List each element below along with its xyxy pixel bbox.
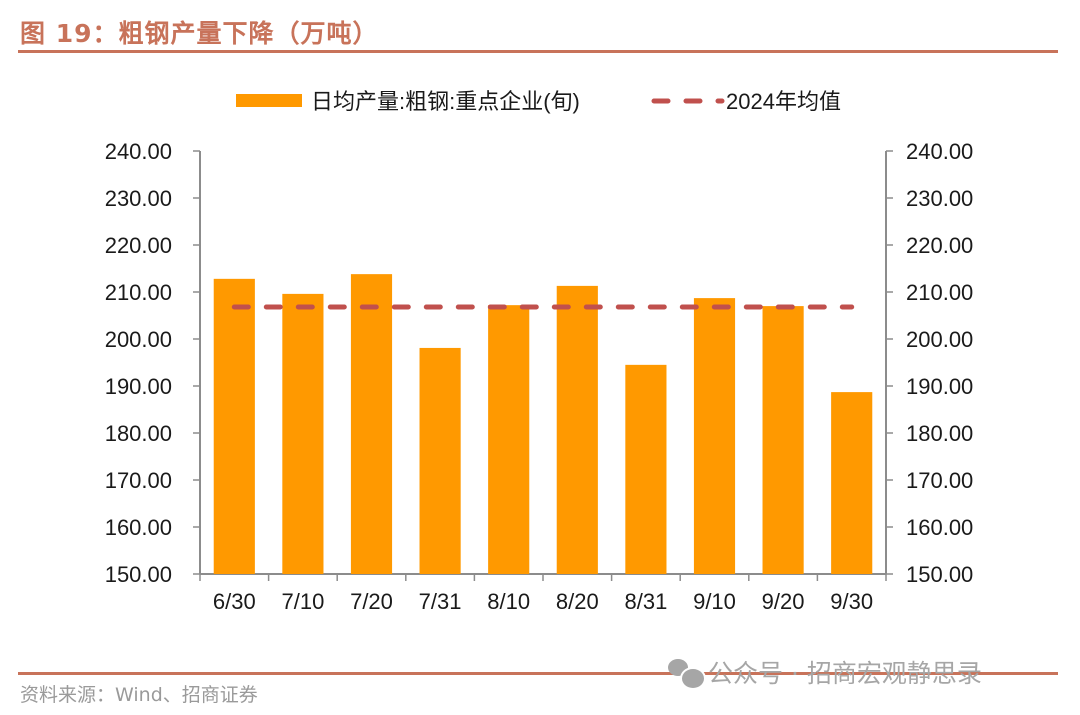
y-tick-label-right: 210.00 <box>906 280 973 305</box>
bar-7-20 <box>350 274 393 574</box>
y-tick-label-right: 190.00 <box>906 374 973 399</box>
y-tick-label-left: 160.00 <box>105 515 172 540</box>
y-tick-label-right: 160.00 <box>906 515 973 540</box>
x-tick-label: 6/30 <box>213 589 256 614</box>
y-tick-label-left: 230.00 <box>105 186 172 211</box>
bar-6-30 <box>213 278 255 574</box>
y-tick-label-right: 230.00 <box>906 186 973 211</box>
bar-8-31 <box>625 364 667 574</box>
x-tick-label: 7/31 <box>419 589 462 614</box>
bar-8-20 <box>556 285 598 574</box>
watermark-text: 公众号 · 招商宏观静思录 <box>708 659 982 688</box>
y-tick-label-right: 180.00 <box>906 421 973 446</box>
wechat-icon <box>668 657 706 690</box>
legend-label-line: 2024年均值 <box>726 89 841 114</box>
bar-9-30 <box>831 392 873 574</box>
x-tick-label: 7/10 <box>281 589 324 614</box>
y-tick-label-left: 180.00 <box>105 421 172 446</box>
y-tick-label-left: 210.00 <box>105 280 172 305</box>
bars <box>213 274 873 574</box>
bar-7-10 <box>282 293 324 574</box>
source-note: 资料来源：Wind、招商证券 <box>20 684 258 706</box>
x-tick-label: 9/20 <box>762 589 805 614</box>
y-tick-label-left: 170.00 <box>105 468 172 493</box>
title-rule <box>18 50 1058 53</box>
bar-9-10 <box>693 298 736 574</box>
axes: 150.00 160.00 170.00 180.00 190.00 200.00 210.… <box>105 139 974 614</box>
watermark: 公众号 · 招商宏观静思录 <box>668 654 982 690</box>
legend-swatch-bar <box>236 94 302 107</box>
y-tick-label-left: 200.00 <box>105 327 172 352</box>
bar-7-31 <box>419 347 461 574</box>
legend: 日均产量:粗钢:重点企业(旬) 2024年均值 <box>236 89 841 114</box>
y-tick-label-right: 200.00 <box>906 327 973 352</box>
y-tick-label-left: 220.00 <box>105 233 172 258</box>
y-tick-label-right: 240.00 <box>906 139 973 164</box>
figure-title: 图 19：粗钢产量下降（万吨） <box>20 19 379 48</box>
y-tick-label-right: 170.00 <box>906 468 973 493</box>
x-tick-label: 8/10 <box>487 589 530 614</box>
y-tick-label-right: 150.00 <box>906 562 973 587</box>
y-tick-label-left: 150.00 <box>105 562 172 587</box>
legend-label-bar: 日均产量:粗钢:重点企业(旬) <box>311 89 580 114</box>
x-tick-label: 9/10 <box>693 589 736 614</box>
bar-9-20 <box>762 306 804 574</box>
x-tick-label: 8/20 <box>556 589 599 614</box>
y-tick-label-left: 240.00 <box>105 139 172 164</box>
x-tick-label: 9/30 <box>830 589 873 614</box>
y-tick-label-right: 220.00 <box>906 233 973 258</box>
footer-rule <box>18 672 1058 675</box>
bar-8-10 <box>488 305 530 574</box>
x-tick-label: 7/20 <box>350 589 393 614</box>
x-tick-label: 8/31 <box>624 589 667 614</box>
y-tick-label-left: 190.00 <box>105 374 172 399</box>
